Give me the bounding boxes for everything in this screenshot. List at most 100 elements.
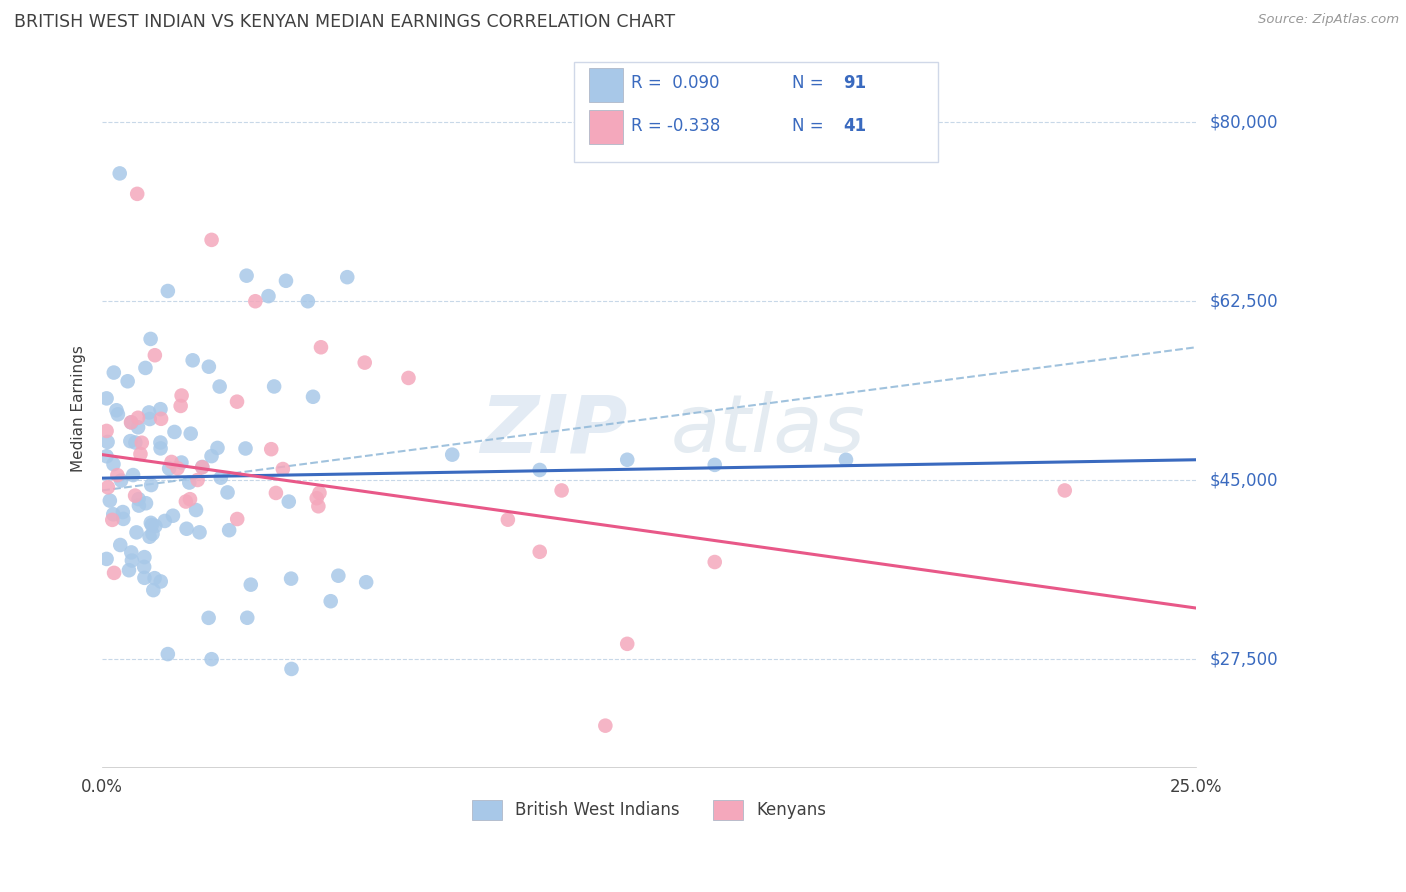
Text: $45,000: $45,000 (1211, 471, 1278, 489)
Point (550, 483, 572, 498)
Point (156, 284, 179, 298)
Point (616, 452, 638, 467)
Point (188, 525, 211, 540)
Point (120, 434, 142, 449)
Point (129, 447, 152, 461)
Point (120, 416, 142, 430)
Point (271, 462, 294, 476)
Point (139, 332, 162, 346)
Point (297, 294, 319, 309)
Point (139, 516, 162, 530)
Point (98, 493, 121, 508)
Point (616, 637, 638, 651)
Point (138, 412, 160, 426)
Point (309, 340, 332, 354)
Point (197, 611, 219, 625)
Point (441, 448, 464, 462)
Point (260, 442, 283, 457)
Point (239, 577, 262, 591)
Point (280, 662, 302, 676)
Point (143, 348, 166, 362)
Point (96, 552, 118, 566)
Point (143, 519, 166, 533)
Point (169, 399, 191, 413)
Point (108, 166, 131, 180)
Point (218, 523, 240, 537)
Point (529, 463, 551, 477)
Point (274, 274, 297, 288)
Point (160, 455, 183, 469)
Point (135, 496, 157, 510)
Point (156, 647, 179, 661)
Point (336, 270, 359, 285)
Point (134, 571, 156, 585)
Point (170, 388, 193, 402)
Point (110, 538, 132, 552)
Legend: British West Indians, Kenyans: British West Indians, Kenyans (465, 794, 834, 826)
Point (141, 478, 163, 492)
Point (96, 450, 118, 464)
Point (105, 403, 128, 417)
Point (149, 435, 172, 450)
Point (263, 379, 285, 393)
Point (127, 420, 149, 434)
Point (149, 442, 172, 456)
Point (307, 500, 329, 514)
Point (153, 514, 176, 528)
Point (96, 424, 118, 438)
Point (180, 426, 202, 441)
Point (103, 508, 125, 522)
Point (118, 563, 141, 577)
Point (174, 494, 197, 508)
Point (134, 360, 156, 375)
Point (120, 545, 142, 559)
Text: R = -0.338: R = -0.338 (631, 117, 721, 135)
Point (1053, 483, 1076, 498)
Point (103, 366, 125, 380)
Point (103, 566, 125, 580)
Y-axis label: Median Earnings: Median Earnings (72, 345, 86, 472)
Point (176, 522, 198, 536)
Point (226, 512, 249, 526)
Point (209, 471, 232, 485)
Text: Source: ZipAtlas.com: Source: ZipAtlas.com (1258, 13, 1399, 27)
Point (120, 415, 142, 429)
Point (127, 410, 149, 425)
Point (217, 485, 239, 500)
Point (142, 583, 165, 598)
Point (179, 492, 201, 507)
Point (529, 545, 551, 559)
Point (198, 359, 221, 374)
Point (235, 442, 257, 456)
Point (207, 441, 229, 455)
Point (138, 530, 160, 544)
Point (184, 503, 207, 517)
Point (97, 434, 120, 449)
Point (150, 412, 173, 426)
Point (134, 560, 156, 574)
Point (149, 402, 172, 417)
Text: N =: N = (792, 117, 828, 135)
Point (101, 513, 124, 527)
Point (191, 459, 214, 474)
Point (141, 518, 163, 533)
Point (181, 353, 204, 368)
Point (97, 480, 120, 494)
Point (328, 568, 350, 582)
Point (110, 474, 132, 488)
Point (124, 435, 146, 450)
Point (127, 186, 149, 201)
Text: $80,000: $80,000 (1211, 113, 1278, 131)
Point (166, 461, 188, 475)
Text: $27,500: $27,500 (1211, 650, 1278, 668)
Text: atlas: atlas (671, 391, 866, 469)
Text: R =  0.090: R = 0.090 (631, 74, 720, 92)
Point (128, 499, 150, 513)
Point (138, 405, 160, 419)
Point (187, 473, 209, 487)
Point (131, 435, 153, 450)
Point (235, 268, 257, 283)
Text: 91: 91 (844, 74, 866, 92)
Text: N =: N = (792, 74, 828, 92)
Point (236, 611, 259, 625)
